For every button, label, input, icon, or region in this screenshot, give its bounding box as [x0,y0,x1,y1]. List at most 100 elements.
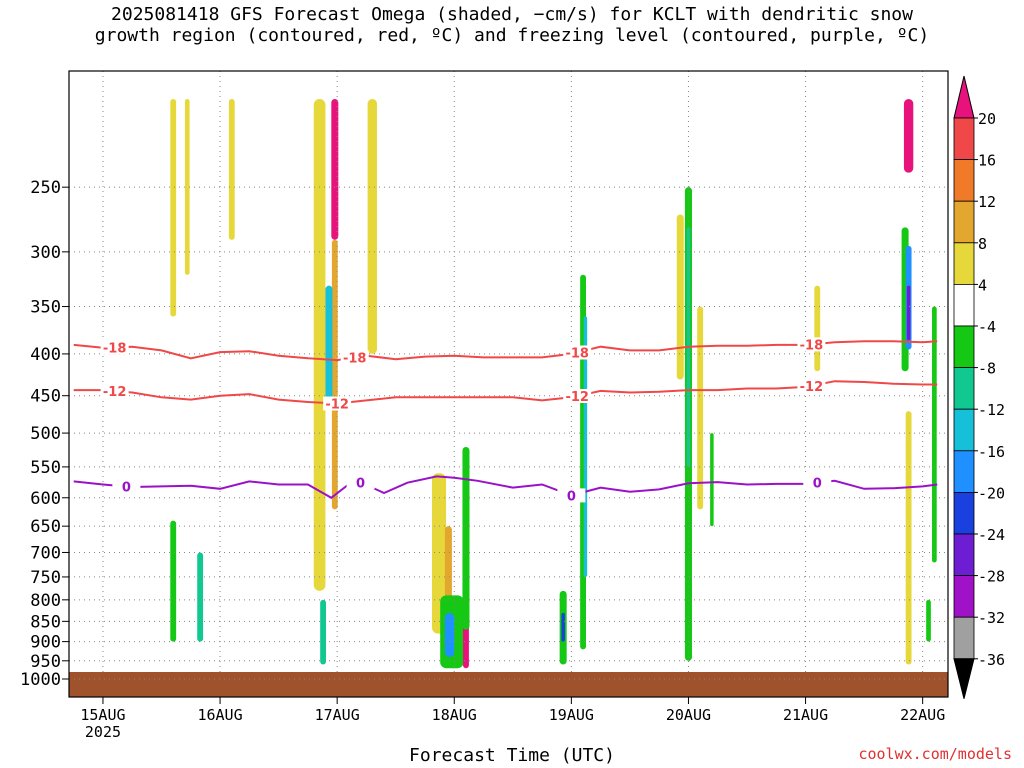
x-tick-label: 16AUG [197,706,242,724]
colorbar-tick-label: -24 [978,526,1005,544]
contour-label: -18 [800,338,824,353]
site-credit[interactable]: coolwx.com/models [858,745,1012,763]
colorbar-tick-label: -28 [978,568,1005,586]
omega-cell [170,520,177,642]
colorbar-top-arrow [953,75,975,119]
contour-line [73,475,938,499]
contour-label: -12 [103,385,127,400]
colorbar-tick-label: -36 [978,651,1005,669]
omega-cell [905,411,912,665]
omega-cell [432,473,447,634]
colorbar-bin [953,242,975,285]
ground-strip [69,672,948,697]
omega-cell [170,99,177,317]
omega-cell [197,552,204,642]
y-tick-label: 1000 [20,670,61,690]
omega-cell [903,99,914,173]
colorbar-tick-label: 8 [978,235,987,253]
contour-label: -18 [103,341,127,356]
contour-label-bg [797,337,826,352]
colorbar-tick-label: -32 [978,609,1005,627]
colorbar-bin [953,450,975,493]
y-tick-label: 750 [30,568,61,588]
contour-label-bg [100,340,129,355]
title-line-1: 2025081418 GFS Forecast Omega (shaded, −… [111,4,913,25]
y-tick-label: 550 [30,458,61,478]
colorbar-bin [953,491,975,535]
omega-cell [583,316,588,577]
omega-cell [325,285,333,404]
contour-label: -12 [565,390,589,405]
colorbar-bin [953,367,975,410]
contour-label: 0 [567,489,576,504]
colorbar-bin [953,533,975,576]
colorbar-tick-label: 12 [978,193,996,211]
contour-label: 0 [122,480,131,495]
colorbar: 20 16 12 8 4 -4 -8 -12 -16 -20 -24 -28 -32 -36 [953,75,1005,699]
contour-label: 0 [356,476,365,491]
omega-cell [710,433,714,527]
y-tick-label: 450 [30,387,61,407]
contour-label-bg [112,479,141,494]
y-tick-label: 650 [30,517,61,537]
chart-title: 2025081418 GFS Forecast Omega (shaded, −… [0,4,1024,46]
colorbar-tick-label: 20 [978,110,996,128]
colorbar-bin [953,283,975,327]
colorbar-tick-label: -16 [978,443,1005,461]
colorbar-bin [953,159,975,202]
contour-label-bg [563,345,592,360]
y-tick-label: 400 [30,345,61,365]
colorbar-bottom-arrow [953,658,975,699]
omega-cell [926,599,931,642]
plot-frame [68,70,949,698]
contour-label: -12 [800,380,824,395]
y-tick-label: 300 [30,243,61,263]
omega-cell [228,99,235,240]
colorbar-tick-label: 4 [978,276,987,294]
x-tick-label: 18AUG [432,706,477,724]
colorbar-tick-label: -4 [978,318,996,336]
y-tick-label: 700 [30,543,61,563]
y-tick-label: 500 [30,424,61,444]
omega-cell [932,306,937,563]
title-line-2: growth region (contoured, red, ºC) and f… [94,25,930,46]
contour-label: -12 [325,398,349,413]
contour-label: -18 [565,346,589,361]
y-tick-label: 950 [30,652,61,672]
y-axis: 2503003504004505005506006507007508008509… [20,178,69,690]
colorbar-bin [953,325,975,368]
colorbar-bin [953,200,975,244]
x-tick-label: 20AUG [666,706,711,724]
omega-cell [462,446,470,630]
x-tick-label: 2025 [85,723,121,741]
omega-cell [814,285,821,372]
omega-cell [320,599,327,665]
omega-cell [906,285,911,341]
omega-cell [367,99,377,354]
omega-cell [697,306,704,510]
contour-label-bg [797,378,826,393]
y-tick-label: 600 [30,489,61,509]
colorbar-bin [953,408,975,452]
omega-cell [561,612,565,642]
omega-cell [331,99,339,240]
colorbar-bin [953,117,975,160]
omega-cell [184,99,190,275]
contour-label: -18 [343,351,367,366]
colorbar-bin [953,616,975,660]
y-tick-label: 350 [30,298,61,318]
omega-cell [676,214,684,380]
colorbar-tick-label: -12 [978,401,1005,419]
temperature-contours: -18 -18 -18 -18 -12 -12 -12 -12 0 0 0 0 [73,337,938,504]
contour-label-bg [340,350,369,365]
contour-label-bg [563,389,592,404]
y-tick-label: 250 [30,178,61,198]
contour-label-bg [803,475,832,490]
omega-cell [444,526,452,613]
omega-cell [444,612,455,658]
x-tick-label: 22AUG [900,706,945,724]
x-tick-label: 15AUG [80,706,125,724]
omega-shading [170,99,937,669]
contour-label-bg [557,488,586,503]
